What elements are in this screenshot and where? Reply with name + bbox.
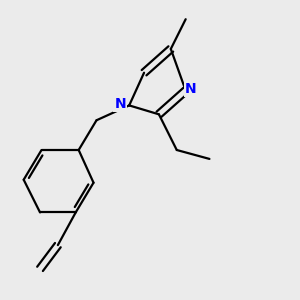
Text: N: N (185, 82, 197, 96)
Text: N: N (115, 97, 126, 111)
